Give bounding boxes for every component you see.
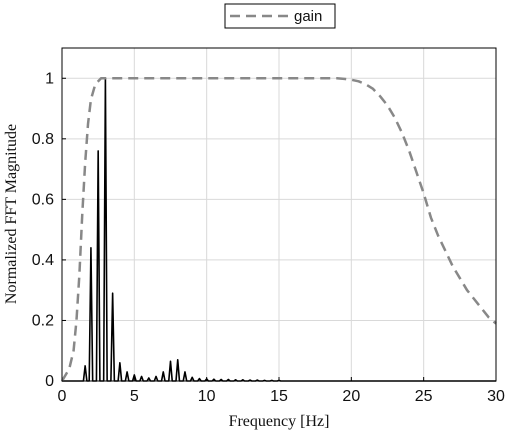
- y-axis-label: Normalized FFT Magnitude: [3, 124, 20, 304]
- y-tick-label: 0: [45, 373, 54, 390]
- legend: gain: [224, 3, 336, 29]
- x-tick-label: 0: [58, 388, 67, 405]
- y-tick-label: 1: [45, 70, 54, 87]
- legend-gain-label: gain: [294, 8, 322, 25]
- gain-line: [60, 77, 497, 382]
- y-tick-label: 0.8: [32, 131, 54, 148]
- x-tick-label: 25: [415, 388, 433, 405]
- tick-labels: 0 5 10 15 20 25 30 0 0.2 0.4 0.6 0.8 1: [32, 70, 505, 405]
- x-tick-label: 20: [342, 388, 360, 405]
- x-tick-label: 15: [270, 388, 288, 405]
- x-tick-label: 5: [130, 388, 139, 405]
- x-axis-label: Frequency [Hz]: [229, 413, 330, 430]
- x-tick-label: 30: [487, 388, 505, 405]
- y-tick-label: 0.6: [32, 191, 54, 208]
- x-tick-label: 10: [198, 388, 216, 405]
- y-tick-label: 0.2: [32, 312, 54, 329]
- y-tick-label: 0.4: [32, 252, 54, 269]
